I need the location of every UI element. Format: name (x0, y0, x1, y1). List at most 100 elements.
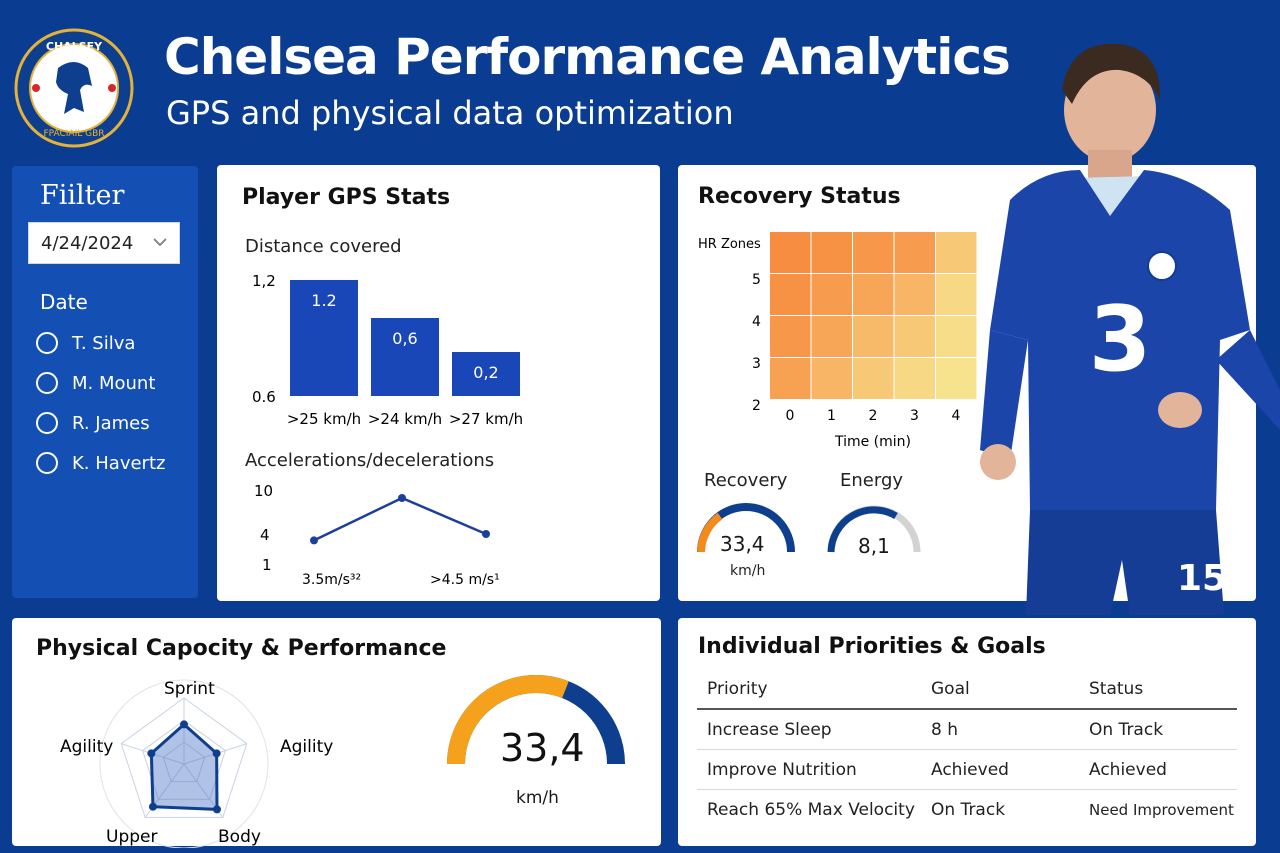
page-subtitle: GPS and physical data optimization (166, 94, 734, 132)
priorities-table: Priority Goal Status Increase Sleep 8 h … (697, 670, 1237, 830)
radar-series-area (149, 722, 219, 811)
y-tick-label: 4 (260, 526, 270, 544)
radar-axis-label: Agility (280, 737, 333, 757)
physical-gauge-value: 33,4 (500, 726, 585, 770)
radar-axis-label: Body (218, 827, 261, 847)
player-radio-silva[interactable]: T. Silva (36, 332, 135, 354)
y-tick-label: 4 (752, 314, 761, 330)
heatmap-cell (853, 232, 894, 273)
x-tick-label: >24 km/h (368, 410, 442, 428)
heatmap-cell (811, 274, 852, 315)
heatmap-cell (894, 232, 935, 273)
radio-icon (36, 372, 58, 394)
energy-label: Energy (840, 470, 904, 491)
energy-gauge (827, 505, 921, 553)
priority-cell: Improve Nutrition (707, 759, 857, 780)
heatmap-cell (894, 274, 935, 315)
gps-card-title: Player GPS Stats (242, 185, 451, 210)
y-tick-label: 0.6 (252, 388, 276, 406)
heatmap-cell (853, 274, 894, 315)
date-dropdown[interactable]: 4/24/2024 (28, 222, 180, 264)
accel-chart-title: Accelerations/decelerations (245, 450, 495, 471)
bar (290, 280, 358, 396)
radar-grid (120, 697, 248, 818)
goal-cell: On Track (931, 800, 1006, 820)
column-header-priority: Priority (707, 679, 768, 699)
bar (371, 318, 439, 396)
y-tick-label: 2 (752, 398, 761, 414)
column-header-status: Status (1089, 679, 1144, 699)
priority-cell: Reach 65% Max Velocity (707, 800, 915, 820)
heatmap-cell (770, 358, 811, 399)
data-point (310, 536, 318, 545)
heatmap-cell (853, 316, 894, 357)
radar-point (147, 749, 156, 758)
recovery-heatmap: HR Zones 5 4 3 2 0 1 2 3 4 Time (min) (698, 232, 977, 450)
x-tick-label: >25 km/h (287, 410, 361, 428)
heatmap-cell (770, 232, 811, 273)
status-cell: Achieved (1089, 759, 1167, 780)
y-tick-label: 5 (752, 272, 761, 288)
x-axis-label: Time (min) (834, 434, 911, 450)
heatmap-cell (811, 232, 852, 273)
radar-axis-label: Upper (106, 827, 157, 847)
physical-gauge-unit: km/h (516, 788, 559, 808)
bar (452, 352, 520, 396)
recovery-value: 33,4 (720, 532, 765, 556)
x-tick-label: 2 (869, 408, 878, 424)
table-row: Improve Nutrition Achieved Achieved (697, 750, 1237, 790)
status-cell: On Track (1089, 719, 1164, 740)
x-tick-label: >4.5 m/s¹ (430, 572, 500, 588)
goal-cell: Achieved (931, 759, 1009, 780)
heatmap-cell (811, 358, 852, 399)
logo-text-top: CHALSEY (46, 40, 103, 53)
player-photo: 3 15 (980, 43, 1280, 615)
player-option-label: K. Havertz (72, 452, 166, 474)
accel-series-line (313, 496, 487, 542)
priorities-card-title: Individual Priorities & Goals (698, 634, 1046, 659)
data-point (398, 494, 406, 502)
sponsor-logo: 3 (1089, 287, 1152, 392)
player-radio-mount[interactable]: M. Mount (36, 372, 155, 394)
y-tick-label: 1,2 (252, 272, 276, 290)
table-header-row: Priority Goal Status (697, 670, 1237, 710)
heatmap-cell (894, 316, 935, 357)
logo-text-bottom: FPACIAIL GBR (43, 129, 104, 139)
radar-outer-ring (99, 679, 269, 848)
data-label: 0,2 (473, 363, 498, 382)
distance-bar-chart: 1,2 0.6 1.2 >25 km/h 0,6 >24 km/h 0,2 >27 km/h (252, 272, 523, 428)
x-tick-label: >27 km/h (449, 410, 523, 428)
physical-card (12, 618, 661, 846)
radar-axis-label: Sprint (164, 679, 215, 699)
accel-line-chart: 10 4 1 3.5m/s³² >4.5 m/s¹ (254, 482, 500, 588)
player-radio-havertz[interactable]: K. Havertz (36, 452, 165, 474)
player-radio-james[interactable]: R. James (36, 412, 150, 434)
priorities-card (678, 618, 1256, 846)
data-point (482, 530, 490, 538)
radar-point (212, 805, 221, 814)
date-label: Date (40, 290, 88, 314)
radar-axis-label: Agility (60, 737, 113, 757)
radio-icon (36, 412, 58, 434)
player-option-label: R. James (72, 412, 150, 434)
distance-chart-title: Distance covered (245, 236, 402, 257)
physical-card-title: Physical Capocity & Performance (36, 636, 447, 661)
y-axis-label: HR Zones (698, 237, 761, 252)
y-tick-label: 1 (262, 556, 272, 574)
player-option-label: T. Silva (72, 332, 136, 354)
radio-icon (36, 332, 58, 354)
heatmap-cell (936, 232, 977, 273)
priority-cell: Increase Sleep (707, 719, 832, 740)
radio-icon (36, 452, 58, 474)
recovery-gauge (697, 503, 795, 553)
column-header-goal: Goal (931, 679, 970, 699)
table-row: Increase Sleep 8 h On Track (697, 710, 1237, 750)
radar-point (148, 802, 157, 811)
data-label: 0,6 (392, 329, 417, 348)
club-logo: CHALSEY FPACIAIL GBR (14, 28, 134, 148)
heatmap-cell (936, 274, 977, 315)
recovery-card-title: Recovery Status (698, 184, 901, 209)
radar-grid (162, 741, 206, 783)
crest-icon (1147, 251, 1177, 281)
date-dropdown-value: 4/24/2024 (41, 232, 134, 254)
